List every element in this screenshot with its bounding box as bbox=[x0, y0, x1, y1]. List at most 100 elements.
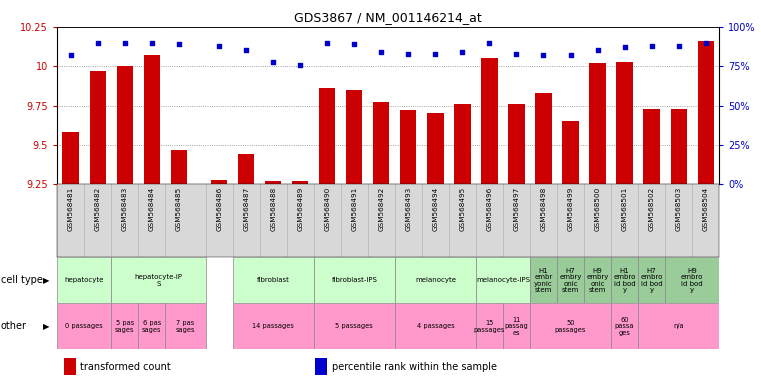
Text: GSM568488: GSM568488 bbox=[270, 187, 276, 231]
Point bbox=[119, 40, 131, 46]
Text: H9
embro
id bod
y: H9 embro id bod y bbox=[681, 268, 703, 293]
Text: transformed count: transformed count bbox=[80, 362, 171, 372]
Bar bbox=[482, 58, 498, 184]
Point bbox=[483, 40, 495, 46]
Bar bbox=[315, 358, 327, 376]
Point bbox=[403, 51, 415, 57]
Bar bbox=[233, 257, 314, 303]
Text: GSM568491: GSM568491 bbox=[352, 187, 358, 231]
Text: melanocyte-IPS: melanocyte-IPS bbox=[476, 277, 530, 283]
Text: H7
embry
onic
stem: H7 embry onic stem bbox=[559, 268, 581, 293]
Bar bbox=[139, 303, 165, 349]
Point bbox=[619, 44, 631, 50]
Text: hepatocyte: hepatocyte bbox=[65, 277, 103, 283]
Text: ▶: ▶ bbox=[43, 322, 49, 331]
Bar bbox=[638, 303, 719, 349]
Bar bbox=[476, 303, 503, 349]
Text: 6 pas
sages: 6 pas sages bbox=[142, 320, 161, 333]
Bar bbox=[62, 132, 78, 184]
Bar bbox=[508, 104, 524, 184]
Bar bbox=[670, 109, 686, 184]
Text: GSM568492: GSM568492 bbox=[378, 187, 384, 231]
Bar bbox=[400, 110, 416, 184]
Bar bbox=[665, 257, 719, 303]
Text: GSM568482: GSM568482 bbox=[94, 187, 100, 231]
Text: 11
passag
es: 11 passag es bbox=[505, 317, 528, 336]
Text: GSM568503: GSM568503 bbox=[676, 187, 682, 231]
Bar bbox=[314, 303, 395, 349]
Bar bbox=[698, 41, 714, 184]
Text: GSM568494: GSM568494 bbox=[432, 187, 438, 231]
Bar bbox=[503, 303, 530, 349]
Point bbox=[65, 52, 77, 58]
Bar bbox=[64, 358, 75, 376]
Text: GSM568500: GSM568500 bbox=[594, 187, 600, 231]
Text: H1
embro
id bod
y: H1 embro id bod y bbox=[613, 268, 635, 293]
Bar bbox=[611, 303, 638, 349]
Bar bbox=[373, 103, 390, 184]
Bar bbox=[611, 257, 638, 303]
Text: fibroblast-IPS: fibroblast-IPS bbox=[331, 277, 377, 283]
Bar bbox=[111, 257, 205, 303]
Text: GSM568484: GSM568484 bbox=[148, 187, 154, 231]
Point bbox=[173, 41, 185, 47]
Text: GSM568495: GSM568495 bbox=[460, 187, 466, 231]
Bar bbox=[536, 93, 552, 184]
Text: GSM568486: GSM568486 bbox=[216, 187, 222, 231]
Bar bbox=[111, 303, 139, 349]
Bar bbox=[144, 55, 160, 184]
Text: H7
embro
id bod
y: H7 embro id bod y bbox=[641, 268, 663, 293]
Bar bbox=[395, 257, 476, 303]
Bar bbox=[165, 303, 205, 349]
Text: cell type: cell type bbox=[1, 275, 43, 285]
Bar bbox=[395, 303, 476, 349]
Bar bbox=[584, 257, 611, 303]
Bar bbox=[616, 61, 632, 184]
Bar bbox=[292, 181, 308, 184]
Text: 15
passages: 15 passages bbox=[474, 320, 505, 333]
Text: GSM568490: GSM568490 bbox=[324, 187, 330, 231]
Text: 5 pas
sages: 5 pas sages bbox=[115, 320, 135, 333]
Bar bbox=[265, 181, 282, 184]
Text: fibroblast: fibroblast bbox=[256, 277, 290, 283]
Bar bbox=[557, 257, 584, 303]
Point bbox=[673, 43, 685, 49]
Bar bbox=[170, 150, 186, 184]
Point bbox=[565, 52, 577, 58]
Title: GDS3867 / NM_001146214_at: GDS3867 / NM_001146214_at bbox=[295, 11, 482, 24]
Bar bbox=[57, 257, 111, 303]
Bar bbox=[319, 88, 336, 184]
Point bbox=[349, 41, 361, 47]
Text: GSM568489: GSM568489 bbox=[298, 187, 304, 231]
Point bbox=[267, 58, 279, 65]
Text: H1
embr
yonic
stem: H1 embr yonic stem bbox=[534, 268, 553, 293]
Text: GSM568485: GSM568485 bbox=[176, 187, 182, 231]
Bar bbox=[314, 257, 395, 303]
Text: 5 passages: 5 passages bbox=[336, 323, 373, 329]
Point bbox=[321, 40, 333, 46]
Point bbox=[591, 47, 603, 53]
Bar bbox=[57, 303, 111, 349]
Point bbox=[91, 40, 103, 46]
Text: n/a: n/a bbox=[673, 323, 684, 329]
Bar bbox=[476, 257, 530, 303]
Point bbox=[457, 49, 469, 55]
Bar bbox=[638, 257, 665, 303]
Bar bbox=[454, 104, 470, 184]
Text: GSM568493: GSM568493 bbox=[406, 187, 412, 231]
Point bbox=[429, 51, 441, 57]
Text: GSM568481: GSM568481 bbox=[68, 187, 74, 231]
Text: GSM568499: GSM568499 bbox=[568, 187, 574, 231]
Text: 14 passages: 14 passages bbox=[253, 323, 295, 329]
Bar bbox=[90, 71, 106, 184]
Text: 4 passages: 4 passages bbox=[416, 323, 454, 329]
Bar bbox=[644, 109, 660, 184]
Bar bbox=[530, 257, 557, 303]
Text: 50
passages: 50 passages bbox=[555, 320, 586, 333]
Bar bbox=[211, 180, 228, 184]
Text: melanocyte: melanocyte bbox=[415, 277, 456, 283]
Text: ▶: ▶ bbox=[43, 276, 49, 285]
Text: hepatocyte-iP
S: hepatocyte-iP S bbox=[135, 274, 183, 286]
Point bbox=[145, 40, 158, 46]
Point bbox=[295, 61, 307, 68]
